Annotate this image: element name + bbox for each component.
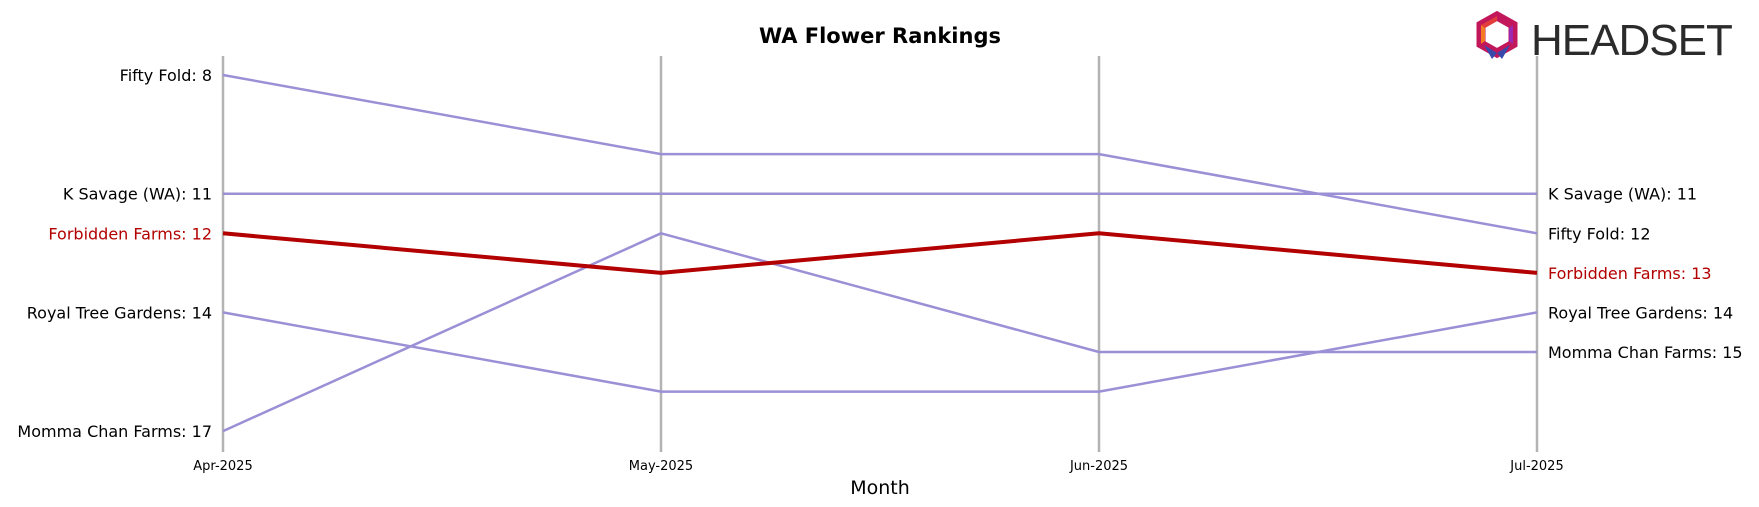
series-line-fifty-fold: [222, 73, 1538, 235]
chart-title: WA Flower Rankings: [759, 24, 1001, 48]
end-label-momma-chan-farms: Momma Chan Farms: 15: [1548, 343, 1743, 362]
x-tick-labels: Apr-2025 May-2025 Jun-2025 Jul-2025: [193, 459, 1563, 474]
start-labels: Fifty Fold: 8 K Savage (WA): 11 Royal Tree…: [17, 66, 212, 441]
series-lines: [222, 73, 1538, 433]
x-tick-jul-2025: Jul-2025: [1509, 459, 1563, 474]
end-label-forbidden-farms: Forbidden Farms: 13: [1548, 264, 1712, 283]
start-label-momma-chan-farms: Momma Chan Farms: 17: [17, 422, 212, 441]
start-label-forbidden-farms: Forbidden Farms: 12: [48, 224, 212, 243]
start-label-royal-tree-gardens: Royal Tree Gardens: 14: [27, 303, 212, 322]
end-label-fifty-fold: Fifty Fold: 12: [1548, 224, 1651, 243]
x-tick-may-2025: May-2025: [629, 459, 693, 474]
headset-hexagon-logo-icon: [1476, 10, 1518, 59]
headset-logo-text: HEADSET: [1531, 16, 1732, 65]
series-line-forbidden-farms: [222, 231, 1538, 275]
headset-logo: HEADSET: [1476, 10, 1733, 65]
series-line-momma-chan-farms: [222, 232, 1537, 433]
end-label-k-savage-wa: K Savage (WA): 11: [1548, 185, 1697, 204]
x-axis-label: Month: [850, 477, 910, 499]
x-tick-apr-2025: Apr-2025: [193, 459, 252, 474]
start-label-k-savage-wa: K Savage (WA): 11: [63, 185, 212, 204]
x-tick-jun-2025: Jun-2025: [1069, 459, 1128, 474]
end-labels: Fifty Fold: 12 K Savage (WA): 11 Royal Tre…: [1548, 185, 1743, 362]
gridlines: [221, 56, 1539, 452]
end-label-royal-tree-gardens: Royal Tree Gardens: 14: [1548, 303, 1733, 322]
start-label-fifty-fold: Fifty Fold: 8: [120, 66, 212, 85]
